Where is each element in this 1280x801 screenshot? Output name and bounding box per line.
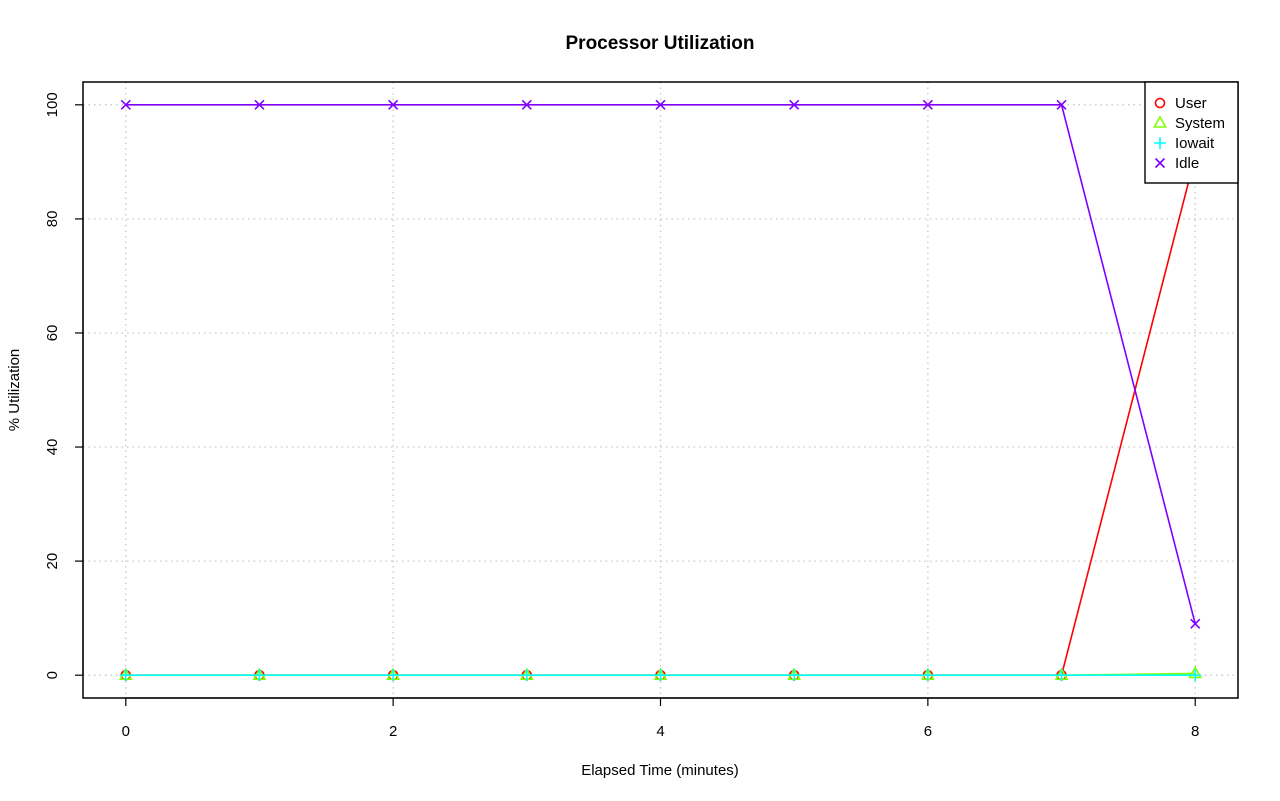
legend-marker-user: [1154, 97, 1166, 109]
data-point-iowait: [253, 669, 266, 682]
x-tick-label: 8: [1191, 723, 1199, 740]
data-point-iowait: [921, 669, 934, 682]
data-point-iowait: [1055, 669, 1068, 682]
x-tick-label: 0: [122, 723, 130, 740]
series-iowait: [119, 669, 1202, 682]
x-tick-label: 2: [389, 723, 397, 740]
legend-marker-system: [1153, 115, 1167, 128]
grid: [83, 82, 1238, 698]
data-point-idle: [1056, 99, 1067, 110]
x-axis-label: Elapsed Time (minutes): [581, 762, 739, 779]
data-point-idle: [521, 99, 532, 110]
data-point-iowait: [654, 669, 667, 682]
data-point-iowait: [788, 669, 801, 682]
legend-item-system: System: [1153, 115, 1225, 132]
x-tick-label: 6: [924, 723, 932, 740]
legend-marker-idle: [1154, 157, 1166, 169]
legend-item-user: User: [1154, 95, 1207, 112]
y-tick-label: 100: [44, 92, 61, 117]
data-point-iowait: [119, 669, 132, 682]
legend-item-iowait: Iowait: [1154, 135, 1215, 152]
data-point-idle: [120, 99, 131, 110]
legend: User System Iowait Idle: [1144, 81, 1239, 184]
data-point-idle: [254, 99, 265, 110]
legend-item-idle: Idle: [1154, 155, 1199, 172]
series-line-idle: [125, 104, 1196, 625]
series-line-user: [125, 155, 1196, 676]
data-point-idle: [655, 99, 666, 110]
data-point-idle: [1190, 618, 1201, 629]
series-idle: [120, 99, 1201, 629]
chart-title: Processor Utilization: [566, 33, 755, 54]
legend-label-iowait: Iowait: [1175, 135, 1215, 152]
legend-label-user: User: [1175, 95, 1207, 112]
y-tick-label: 20: [44, 553, 61, 570]
legend-label-idle: Idle: [1175, 155, 1199, 172]
y-tick-label: 40: [44, 439, 61, 456]
legend-label-system: System: [1175, 115, 1225, 132]
y-tick-label: 0: [44, 671, 61, 679]
y-tick-label: 60: [44, 325, 61, 342]
x-tick-label: 4: [656, 723, 664, 740]
data-point-idle: [922, 99, 933, 110]
data-point-iowait: [387, 669, 400, 682]
y-axis-label: % Utilization: [6, 349, 23, 432]
data-point-iowait: [520, 669, 533, 682]
data-point-idle: [388, 99, 399, 110]
series-layer: [118, 99, 1203, 682]
y-tick-label: 80: [44, 211, 61, 228]
data-point-iowait: [1189, 669, 1202, 682]
data-point-idle: [789, 99, 800, 110]
legend-marker-iowait: [1154, 137, 1166, 149]
